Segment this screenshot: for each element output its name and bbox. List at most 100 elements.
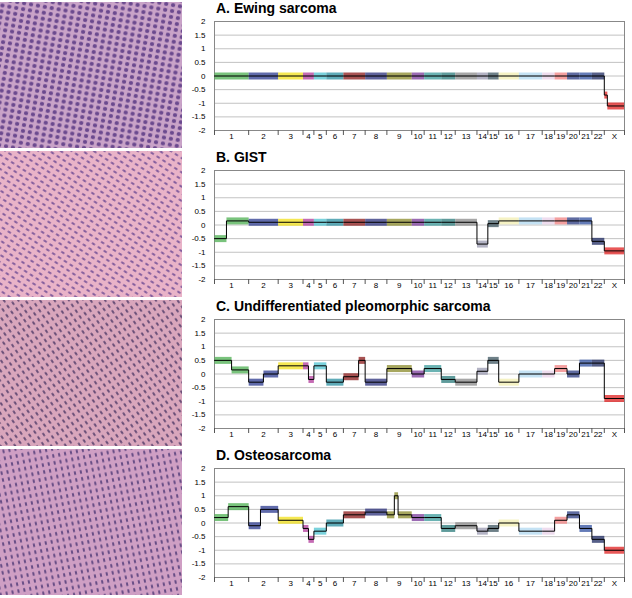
svg-text:1.5: 1.5 [194,180,206,189]
svg-text:1: 1 [229,579,234,588]
svg-text:8: 8 [374,281,379,290]
svg-text:-1.5: -1.5 [192,112,206,121]
svg-text:13: 13 [462,281,471,290]
svg-text:1: 1 [229,430,234,439]
svg-text:18: 18 [544,579,553,588]
svg-text:20: 20 [569,132,578,141]
svg-text:20: 20 [569,579,578,588]
svg-text:8: 8 [374,132,379,141]
svg-text:1.5: 1.5 [194,478,206,487]
svg-text:21: 21 [581,132,590,141]
svg-text:1.5: 1.5 [194,329,206,338]
svg-text:2: 2 [201,464,206,473]
svg-text:14: 14 [478,579,487,588]
svg-text:11: 11 [429,281,438,290]
svg-text:12: 12 [444,579,453,588]
svg-text:16: 16 [504,281,513,290]
svg-text:19: 19 [556,132,565,141]
svg-text:6: 6 [333,132,338,141]
svg-text:21: 21 [581,281,590,290]
svg-text:0.5: 0.5 [194,505,206,514]
svg-text:-2: -2 [198,573,206,582]
svg-text:5: 5 [318,579,323,588]
svg-text:0.5: 0.5 [194,207,206,216]
svg-text:X: X [612,132,618,141]
svg-text:4: 4 [306,132,311,141]
svg-text:10: 10 [413,132,422,141]
svg-text:16: 16 [504,132,513,141]
svg-text:22: 22 [594,132,603,141]
svg-text:5: 5 [318,281,323,290]
svg-text:1: 1 [201,193,206,202]
svg-text:13: 13 [462,579,471,588]
svg-text:0: 0 [201,370,206,379]
svg-text:17: 17 [526,430,535,439]
svg-text:1: 1 [229,281,234,290]
svg-text:16: 16 [504,430,513,439]
svg-text:3: 3 [288,430,293,439]
svg-text:15: 15 [489,430,498,439]
svg-text:-2: -2 [198,275,206,284]
svg-text:17: 17 [526,281,535,290]
svg-text:7: 7 [352,579,357,588]
svg-text:2: 2 [201,166,206,175]
svg-text:-0.5: -0.5 [192,383,206,392]
svg-text:8: 8 [374,579,379,588]
svg-text:6: 6 [333,430,338,439]
svg-text:14: 14 [478,430,487,439]
svg-text:-1.5: -1.5 [192,559,206,568]
svg-text:9: 9 [397,430,402,439]
svg-text:2: 2 [201,315,206,324]
svg-text:-2: -2 [198,424,206,433]
svg-text:0.5: 0.5 [194,58,206,67]
svg-text:0: 0 [201,221,206,230]
svg-text:11: 11 [429,430,438,439]
svg-text:9: 9 [397,579,402,588]
svg-text:1: 1 [201,491,206,500]
svg-text:10: 10 [413,430,422,439]
svg-text:15: 15 [489,132,498,141]
svg-text:10: 10 [413,281,422,290]
svg-text:X: X [612,579,618,588]
svg-text:4: 4 [306,430,311,439]
svg-text:20: 20 [569,281,578,290]
svg-text:-2: -2 [198,126,206,135]
svg-text:16: 16 [504,579,513,588]
svg-text:7: 7 [352,281,357,290]
svg-text:2: 2 [201,17,206,26]
svg-text:-1: -1 [198,397,206,406]
svg-text:18: 18 [544,430,553,439]
svg-text:-0.5: -0.5 [192,532,206,541]
svg-text:12: 12 [444,132,453,141]
svg-text:-1: -1 [198,99,206,108]
svg-text:2: 2 [261,430,266,439]
svg-text:0: 0 [201,519,206,528]
svg-text:2: 2 [261,132,266,141]
svg-text:1: 1 [201,342,206,351]
svg-text:1: 1 [201,44,206,53]
svg-text:4: 4 [306,579,311,588]
svg-text:17: 17 [526,132,535,141]
svg-text:19: 19 [556,430,565,439]
svg-text:-0.5: -0.5 [192,85,206,94]
svg-text:5: 5 [318,430,323,439]
svg-text:15: 15 [489,579,498,588]
svg-text:8: 8 [374,430,379,439]
svg-text:22: 22 [594,579,603,588]
svg-text:3: 3 [288,281,293,290]
svg-text:19: 19 [556,579,565,588]
svg-text:17: 17 [526,579,535,588]
svg-text:-1: -1 [198,546,206,555]
svg-text:13: 13 [462,132,471,141]
svg-text:-1: -1 [198,248,206,257]
svg-text:2: 2 [261,579,266,588]
svg-text:9: 9 [397,281,402,290]
svg-text:19: 19 [556,281,565,290]
svg-text:-1.5: -1.5 [192,410,206,419]
svg-text:0: 0 [201,72,206,81]
svg-text:10: 10 [413,579,422,588]
svg-text:18: 18 [544,132,553,141]
svg-text:X: X [612,281,618,290]
svg-text:18: 18 [544,281,553,290]
svg-text:11: 11 [429,132,438,141]
